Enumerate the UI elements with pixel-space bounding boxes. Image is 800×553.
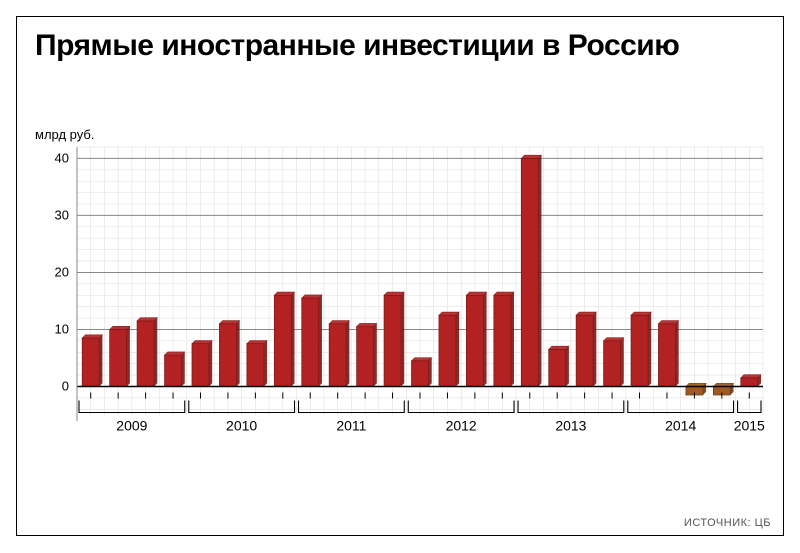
x-year-label: 2010 [226, 417, 257, 433]
bar [192, 344, 209, 387]
chart-title: Прямые иностранные инвестиции в Россию [35, 29, 765, 62]
bar [82, 338, 99, 386]
bar [329, 324, 346, 387]
x-year-label: 2014 [665, 417, 696, 433]
bar [494, 295, 511, 386]
bar [357, 327, 374, 387]
x-year-label: 2012 [446, 417, 477, 433]
bar [741, 378, 758, 387]
bar [549, 349, 566, 386]
bar [576, 315, 593, 386]
bar [165, 355, 182, 386]
bar [137, 321, 154, 387]
x-year-label: 2011 [336, 417, 366, 433]
bar [384, 295, 401, 386]
x-year-label: 2013 [555, 417, 586, 433]
x-year-label: 2015 [734, 417, 765, 433]
bar [658, 324, 675, 387]
bar [411, 361, 428, 387]
bar [439, 315, 456, 386]
bar [110, 329, 127, 386]
bar [466, 295, 483, 386]
bar [219, 324, 236, 387]
y-tick-label: 10 [55, 321, 69, 336]
x-year-label: 2009 [116, 417, 147, 433]
y-tick-label: 0 [62, 378, 69, 393]
source-label: ИСТОЧНИК: ЦБ [684, 517, 771, 529]
bar [604, 341, 621, 387]
chart-frame: Прямые иностранные инвестиции в Россию м… [16, 16, 784, 536]
bar [521, 158, 538, 386]
bar [247, 344, 264, 387]
chart-svg: 0102030402009201020112012201320142015 [77, 137, 767, 467]
y-tick-label: 40 [55, 150, 69, 165]
bar [631, 315, 648, 386]
bar [302, 298, 319, 386]
y-tick-label: 20 [55, 264, 69, 279]
plot-area: 0102030402009201020112012201320142015 [77, 137, 767, 467]
bar [274, 295, 291, 386]
y-tick-label: 30 [55, 207, 69, 222]
